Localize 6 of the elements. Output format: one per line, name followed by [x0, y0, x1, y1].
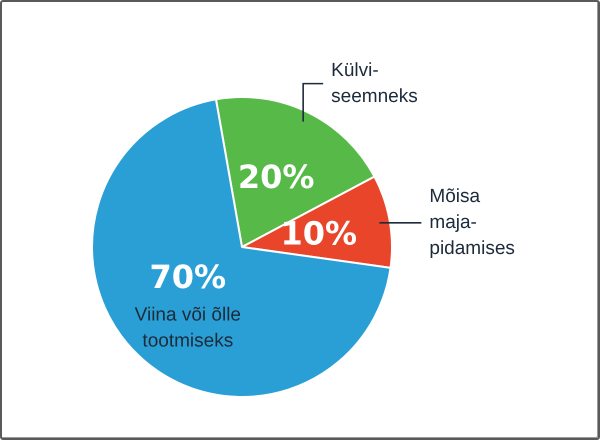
- data-label: 10%: [280, 214, 358, 252]
- slice-label: Külvi- seemneks: [331, 58, 418, 109]
- slice-label: Viina või õlle tootmiseks: [134, 304, 241, 352]
- data-label: 20%: [238, 158, 314, 196]
- slice-label: Mõisa maja- pidamises: [429, 184, 515, 261]
- data-label: 70%: [150, 258, 226, 296]
